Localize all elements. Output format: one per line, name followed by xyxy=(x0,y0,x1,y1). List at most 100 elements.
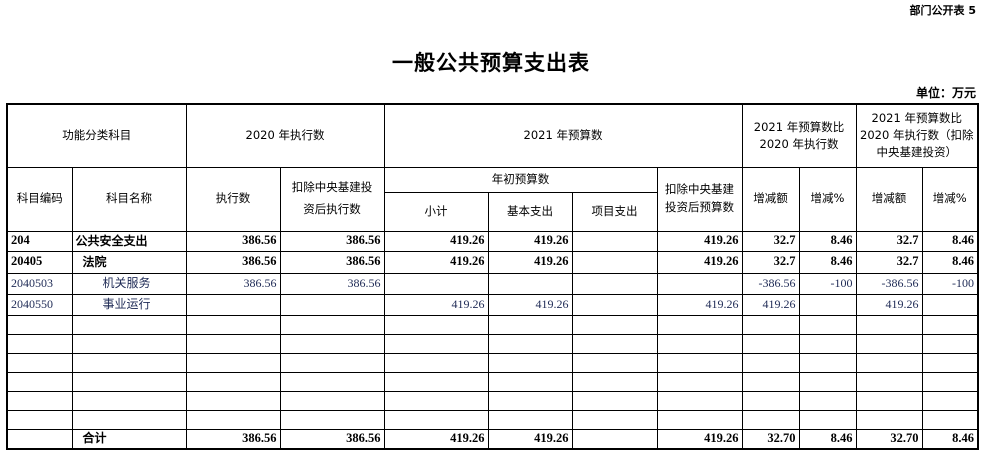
row-value xyxy=(383,272,489,295)
empty-cell xyxy=(571,371,658,392)
empty-cell xyxy=(656,352,743,373)
table-row: 2040503 机关服务 386.56 386.56 -386.56 -100 -386.5… xyxy=(6,272,979,295)
empty-cell xyxy=(855,333,923,354)
header-project: 项目支出 xyxy=(571,191,658,232)
empty-cell xyxy=(71,352,187,373)
empty-cell xyxy=(798,371,857,392)
empty-cell xyxy=(921,333,979,354)
total-value: 32.70 xyxy=(855,428,923,450)
empty-cell xyxy=(71,390,187,411)
empty-cell xyxy=(185,352,281,373)
empty-cell xyxy=(6,333,73,354)
page-title: 一般公共预算支出表 xyxy=(392,51,590,75)
empty-cell xyxy=(6,352,73,373)
row-value: 419.26 xyxy=(383,293,489,316)
total-value: 8.46 xyxy=(798,428,857,450)
empty-cell xyxy=(71,371,187,392)
row-value: 32.7 xyxy=(741,250,800,274)
row-value: 386.56 xyxy=(279,230,385,252)
budget-table: 功能分类科目 2020 年执行数 2021 年预算数 2021 年预算数比202… xyxy=(6,103,979,450)
total-row: 合计 386.56 386.56 419.26 419.26 419.26 32.70 8.4… xyxy=(6,428,979,450)
row-value: 419.26 xyxy=(383,230,489,252)
empty-cell xyxy=(185,333,281,354)
row-value: 8.46 xyxy=(921,250,979,274)
row-name: 公共安全支出 xyxy=(71,230,187,252)
empty-cell xyxy=(921,352,979,373)
header-inc-pct: 增减% xyxy=(798,166,857,232)
row-value xyxy=(798,293,857,316)
empty-cell xyxy=(855,371,923,392)
empty-cell xyxy=(71,314,187,335)
empty-cell xyxy=(571,390,658,411)
header-code: 科目编码 xyxy=(6,166,73,232)
empty-cell xyxy=(798,352,857,373)
empty-cell xyxy=(487,390,573,411)
empty-row xyxy=(6,409,979,430)
header-budget-2021: 2021 年预算数 xyxy=(383,103,743,168)
row-value: 8.46 xyxy=(798,230,857,252)
empty-cell xyxy=(798,390,857,411)
row-value: 32.7 xyxy=(741,230,800,252)
header-inc-amount-2: 增减额 xyxy=(855,166,923,232)
empty-cell xyxy=(855,314,923,335)
empty-cell xyxy=(921,371,979,392)
row-code: 204 xyxy=(6,230,73,252)
total-value: 419.26 xyxy=(383,428,489,450)
empty-cell xyxy=(921,409,979,430)
total-value: 386.56 xyxy=(279,428,385,450)
empty-cell xyxy=(487,314,573,335)
header-compare: 2021 年预算数比2020 年执行数 xyxy=(741,103,857,168)
empty-cell xyxy=(487,371,573,392)
row-name: 法院 xyxy=(71,250,187,274)
row-value: 386.56 xyxy=(279,272,385,295)
empty-cell xyxy=(656,314,743,335)
row-value xyxy=(487,272,573,295)
empty-cell xyxy=(279,371,385,392)
empty-cell xyxy=(71,409,187,430)
empty-cell xyxy=(741,390,800,411)
row-value: 419.26 xyxy=(741,293,800,316)
empty-cell xyxy=(487,333,573,354)
empty-cell xyxy=(487,409,573,430)
empty-cell xyxy=(855,390,923,411)
empty-cell xyxy=(383,409,489,430)
total-value xyxy=(571,428,658,450)
header-exec-excl: 扣除中央基建投资后执行数 xyxy=(279,166,385,232)
empty-row xyxy=(6,333,979,354)
empty-cell xyxy=(656,371,743,392)
header-compare-excl: 2021 年预算数比2020 年执行数（扣除中央基建投资） xyxy=(855,103,979,168)
table-row: 204 公共安全支出 386.56 386.56 419.26 419.26 419.26 3… xyxy=(6,230,979,252)
row-value: 386.56 xyxy=(279,250,385,274)
empty-cell xyxy=(383,390,489,411)
empty-cell xyxy=(487,352,573,373)
empty-cell xyxy=(279,314,385,335)
empty-cell xyxy=(571,409,658,430)
empty-cell xyxy=(798,409,857,430)
row-value: 386.56 xyxy=(185,272,281,295)
row-value: 419.26 xyxy=(855,293,923,316)
row-value: 386.56 xyxy=(185,250,281,274)
row-value: 419.26 xyxy=(656,293,743,316)
empty-row xyxy=(6,314,979,335)
empty-cell xyxy=(185,409,281,430)
empty-cell xyxy=(571,352,658,373)
row-value: 8.46 xyxy=(798,250,857,274)
empty-cell xyxy=(279,390,385,411)
empty-cell xyxy=(71,333,187,354)
empty-cell xyxy=(741,409,800,430)
empty-row xyxy=(6,371,979,392)
row-value: 419.26 xyxy=(487,293,573,316)
total-code xyxy=(6,428,73,450)
empty-cell xyxy=(383,352,489,373)
row-code: 2040550 xyxy=(6,293,73,316)
row-value xyxy=(656,272,743,295)
header-name: 科目名称 xyxy=(71,166,187,232)
row-value xyxy=(571,293,658,316)
total-label: 合计 xyxy=(71,428,187,450)
empty-cell xyxy=(855,409,923,430)
table-row: 2040550 事业运行 419.26 419.26 419.26 419.26 419.2… xyxy=(6,293,979,316)
row-value: 419.26 xyxy=(656,250,743,274)
empty-cell xyxy=(656,409,743,430)
empty-cell xyxy=(741,371,800,392)
empty-cell xyxy=(185,314,281,335)
